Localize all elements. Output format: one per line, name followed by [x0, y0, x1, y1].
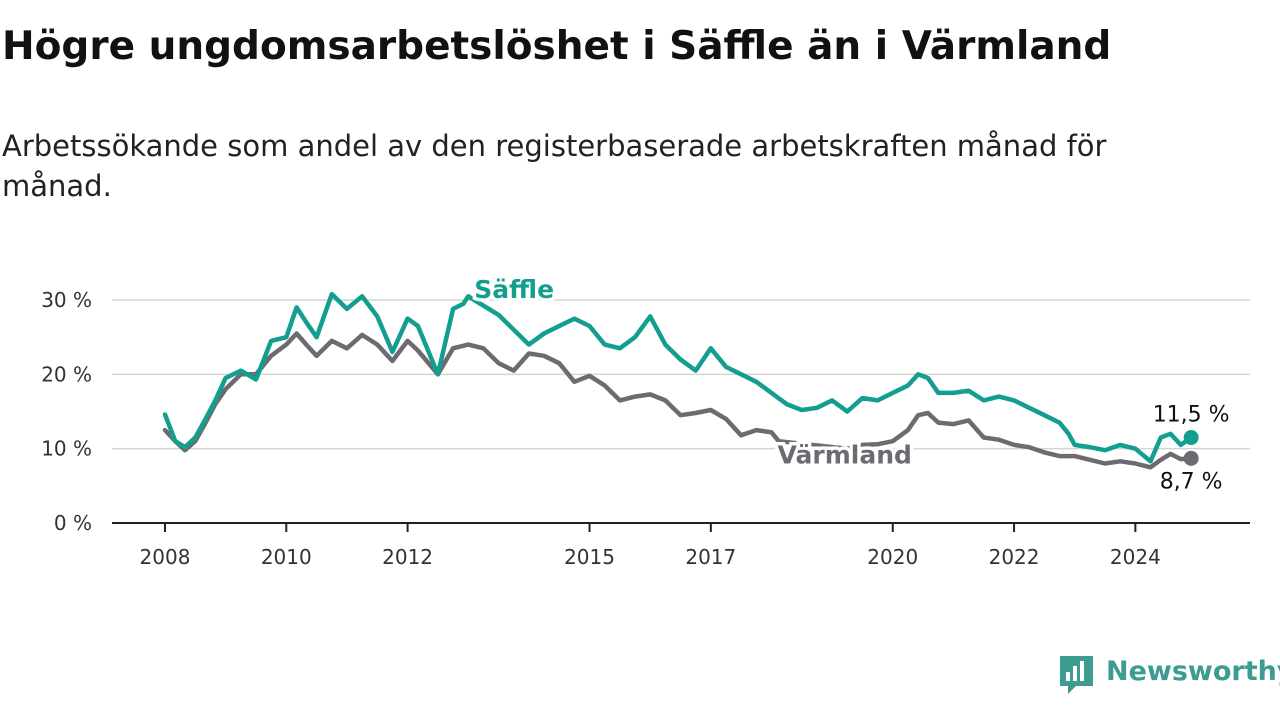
end-point-varmland	[1183, 450, 1199, 466]
y-tick-label: 20 %	[41, 362, 92, 386]
end-label-varmland: 8,7 %	[1160, 469, 1223, 494]
x-tick-label: 2010	[261, 545, 312, 569]
brand-name: Newsworthy	[1106, 656, 1280, 687]
x-tick-label: 2015	[564, 545, 615, 569]
y-tick-label: 0 %	[54, 511, 92, 535]
newsworthy-logo-icon	[1060, 656, 1093, 694]
end-label-saffle: 11,5 %	[1153, 403, 1230, 428]
end-point-saffle	[1183, 430, 1199, 446]
chart-subtitle: Arbetssökande som andel av den registerb…	[2, 129, 1107, 203]
chart-title: Högre ungdomsarbetslöshet i Säffle än i …	[2, 24, 1112, 69]
series-line-varmland	[162, 331, 1194, 470]
y-tick-label: 10 %	[41, 437, 92, 461]
series-lines	[162, 291, 1199, 470]
series-line-saffle	[162, 291, 1194, 464]
newsworthy-brand[interactable]: Newsworthy	[1058, 654, 1280, 696]
x-tick-label: 2008	[140, 545, 191, 569]
series-label-saffle: Säffle	[474, 275, 554, 304]
x-tick-label: 2017	[685, 545, 736, 569]
series-label-varmland: Värmland	[778, 441, 912, 470]
x-tick-label: 2020	[867, 545, 918, 569]
x-tick-label: 2022	[989, 545, 1040, 569]
series-labels: Säffle Värmland 11,5 % 8,7 %	[471, 271, 1230, 494]
x-tick-label: 2024	[1110, 545, 1161, 569]
x-tick-label: 2012	[382, 545, 433, 569]
x-axis: 2008 2010 2012 2015 2017 2020 2022 2024	[112, 522, 1250, 569]
y-tick-label: 30 %	[41, 288, 92, 312]
y-axis: 0 % 10 % 20 % 30 %	[41, 288, 92, 535]
grid-lines	[112, 299, 1250, 450]
